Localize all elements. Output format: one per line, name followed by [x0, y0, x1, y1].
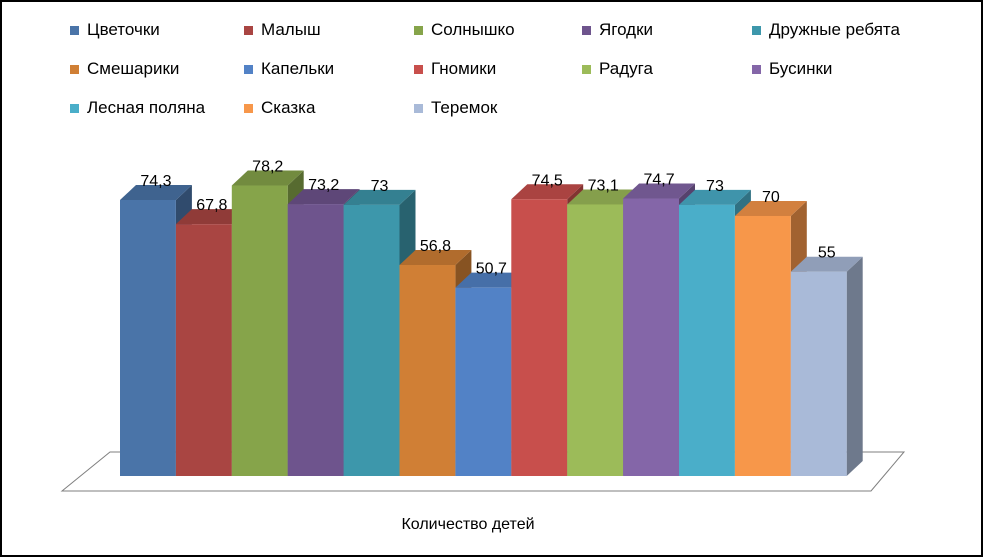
bar-front: [734, 215, 791, 476]
legend-swatch: [752, 64, 761, 74]
bar-front: [120, 200, 176, 476]
legend-swatch: [582, 64, 591, 74]
legend-item: Бусинки: [752, 57, 832, 81]
legend-label: Солнышко: [431, 20, 515, 39]
legend-item: Малыш: [244, 18, 321, 42]
bar-top: [511, 184, 584, 200]
bar-front: [455, 287, 512, 476]
legend-item: Ягодки: [582, 18, 653, 42]
bar-top: [455, 272, 528, 288]
legend-swatch: [244, 25, 253, 35]
bar-top: [231, 170, 304, 186]
data-label: 73: [371, 178, 389, 195]
legend-item: Лесная поляна: [70, 96, 205, 120]
bar-top: [287, 189, 360, 205]
legend-swatch: [70, 103, 79, 113]
bar-top: [790, 256, 863, 272]
bar-top: [120, 185, 192, 200]
legend-label: Ягодки: [599, 20, 654, 39]
data-label: 67,8: [196, 197, 227, 214]
legend-label: Лесная поляна: [87, 98, 206, 117]
legend-item: Теремок: [414, 96, 497, 120]
data-label: 74,5: [532, 172, 563, 189]
bar-side: [846, 256, 863, 476]
bar-top: [175, 209, 248, 225]
legend-swatch: [582, 25, 591, 35]
category-label: Количество детей: [401, 516, 534, 533]
bar-front: [567, 204, 624, 476]
bar: [790, 256, 863, 476]
legend-item: Солнышко: [414, 18, 515, 42]
data-label: 73: [706, 178, 724, 195]
bar-front: [343, 204, 400, 476]
bar-front: [679, 204, 735, 476]
legend-swatch: [414, 25, 423, 35]
data-label: 70: [762, 189, 780, 206]
bar-top: [567, 189, 640, 205]
legend-item: Дружные ребята: [752, 18, 900, 42]
bar-top: [399, 250, 472, 266]
data-label: 74,3: [140, 173, 171, 190]
legend-label: Радуга: [599, 59, 653, 78]
legend-swatch: [414, 64, 423, 74]
legend-swatch: [752, 25, 761, 35]
legend-item: Сказка: [244, 96, 315, 120]
legend-label: Сказка: [261, 98, 316, 117]
bar-front: [790, 271, 847, 476]
bar-top: [679, 189, 751, 205]
legend-swatch: [70, 25, 79, 35]
legend-item: Цветочки: [70, 18, 160, 42]
legend-item: Радуга: [582, 57, 653, 81]
legend-swatch: [244, 103, 253, 113]
legend-item: Капельки: [244, 57, 334, 81]
data-label: 78,2: [252, 159, 283, 176]
bar-top: [623, 183, 695, 199]
data-label: 74,7: [643, 172, 674, 189]
bar-front: [175, 224, 232, 476]
bar-top: [734, 200, 807, 216]
legend-swatch: [414, 103, 423, 113]
legend-item: Гномики: [414, 57, 496, 81]
bar-front: [399, 265, 456, 476]
legend-label: Теремок: [431, 98, 498, 117]
data-label: 56,8: [420, 238, 451, 255]
legend-label: Малыш: [261, 20, 321, 39]
bar-front: [623, 198, 679, 476]
legend-label: Смешарики: [87, 59, 180, 78]
data-label: 73,1: [588, 177, 619, 194]
bar-top: [343, 189, 416, 205]
legend-label: Гномики: [431, 59, 497, 78]
bar-front: [511, 199, 568, 476]
bar-front: [287, 204, 344, 477]
legend-item: Смешарики: [70, 57, 179, 81]
data-label: 50,7: [476, 261, 507, 278]
legend-label: Цветочки: [87, 20, 160, 39]
data-label: 55: [818, 245, 836, 262]
data-label: 73,2: [308, 177, 339, 194]
bar-front: [231, 185, 288, 476]
legend-label: Капельки: [261, 59, 335, 78]
legend-swatch: [244, 64, 253, 74]
legend-swatch: [70, 64, 79, 74]
legend-label: Дружные ребята: [769, 20, 900, 39]
legend: Цветочки Малыш Солнышко Ягодки Дружные ребят…: [70, 18, 970, 128]
legend-label: Бусинки: [769, 59, 833, 78]
